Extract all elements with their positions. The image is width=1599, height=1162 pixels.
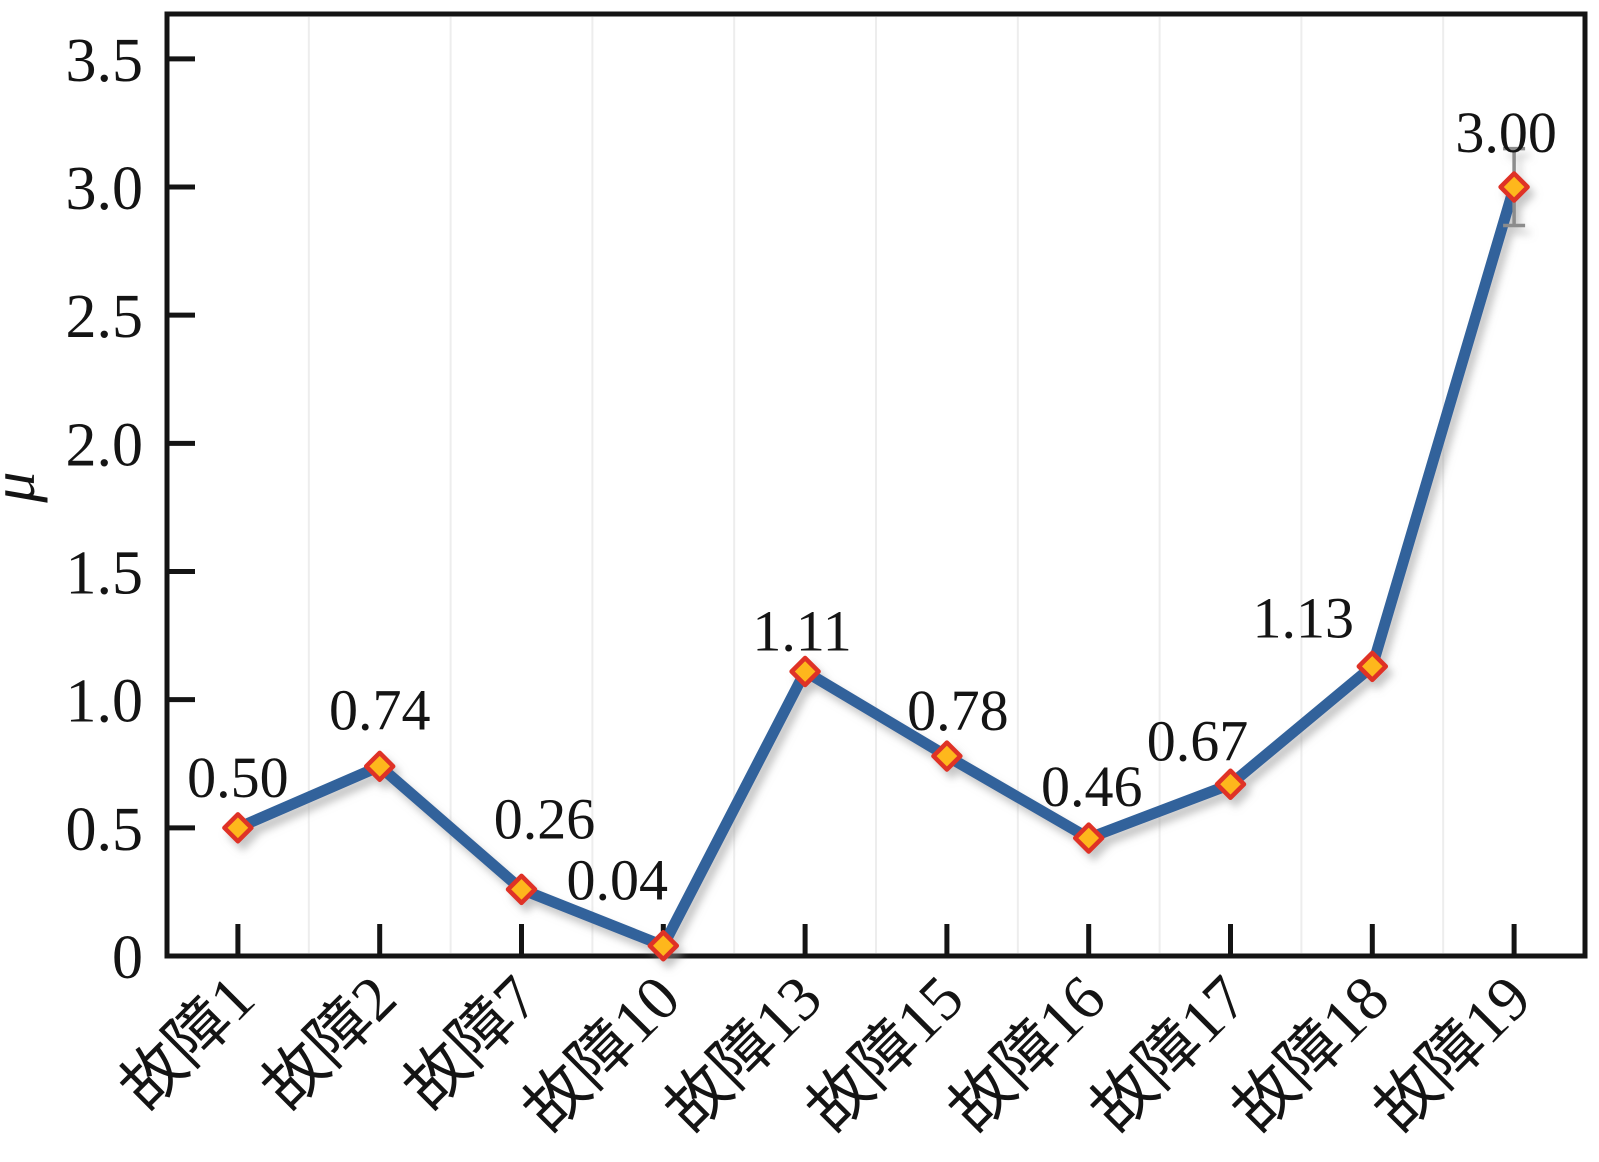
x-tick-label: 故障10	[510, 962, 693, 1145]
data-point-label: 0.78	[907, 678, 1009, 743]
data-point-marker	[789, 655, 821, 688]
data-point-label: 3.00	[1455, 100, 1557, 165]
y-tick-label: 2.5	[66, 283, 144, 351]
data-point-marker	[505, 873, 538, 906]
data-point-label: 0.50	[187, 745, 289, 810]
data-point-marker	[1214, 768, 1247, 801]
series-line	[232, 181, 1520, 952]
y-tick-label: 1.0	[66, 668, 144, 736]
data-point-marker	[1072, 822, 1105, 854]
data-point-marker	[363, 750, 396, 783]
data-point-label: 0.04	[567, 848, 669, 913]
y-axis-label: μ	[0, 471, 48, 503]
x-tick-label: 故障13	[652, 962, 835, 1145]
y-tick-label: 2.0	[66, 411, 144, 479]
plot-frame	[164, 11, 1588, 959]
data-point-marker	[1356, 650, 1389, 683]
data-point-label: 1.11	[752, 598, 851, 663]
y-tick-label: 0.5	[66, 796, 144, 864]
data-point-marker	[1498, 171, 1530, 203]
data-point-marker	[931, 740, 963, 772]
x-tick-label: 故障16	[935, 962, 1118, 1145]
x-tick-label: 故障2	[249, 962, 410, 1123]
data-series	[222, 146, 1530, 962]
x-tick-label: 故障17	[1077, 962, 1260, 1145]
x-tick-label: 故障18	[1219, 962, 1402, 1145]
y-tick-label: 3.0	[66, 155, 144, 223]
y-tick-label: 1.5	[66, 540, 144, 608]
data-point-label: 0.67	[1147, 708, 1249, 773]
data-point-label: 0.46	[1041, 754, 1143, 819]
data-point-marker	[647, 929, 680, 962]
y-tick-label: 3.5	[66, 27, 144, 95]
data-point-label: 0.74	[329, 677, 431, 742]
data-point-label: 1.13	[1253, 585, 1355, 650]
data-point-label: 0.26	[494, 786, 596, 851]
y-tick-label: 0	[112, 924, 143, 992]
data-point-marker	[222, 812, 254, 844]
x-tick-label: 故障19	[1361, 962, 1544, 1145]
x-tick-label: 故障15	[794, 962, 977, 1145]
